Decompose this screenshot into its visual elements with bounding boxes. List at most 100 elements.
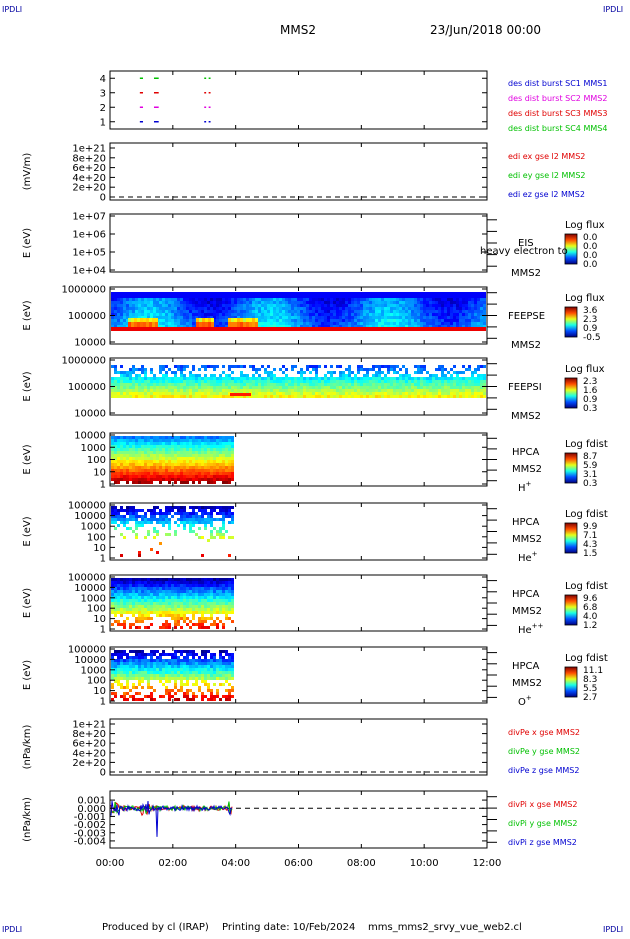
spectro-cell: [285, 395, 288, 398]
spectro-cell: [198, 466, 201, 469]
spectro-cell: [219, 665, 222, 668]
spectro-cell: [390, 301, 393, 304]
spectro-cell: [231, 439, 234, 442]
spectro-cell: [459, 377, 462, 380]
spectro-cell: [450, 298, 453, 301]
spectro-cell: [195, 310, 198, 313]
spectro-cell: [189, 653, 192, 656]
y-tick-label: 10000: [74, 511, 106, 522]
spectro-cell: [186, 581, 189, 584]
spectro-cell: [396, 298, 399, 301]
spectro-cell: [225, 386, 228, 389]
spectro-cell: [147, 662, 150, 665]
spectro-cell: [132, 605, 135, 608]
spectro-cell: [222, 677, 225, 680]
spectro-cell: [216, 395, 219, 398]
spectro-cell: [129, 527, 132, 530]
spectro-cell: [132, 602, 135, 605]
spectro-cell: [201, 593, 204, 596]
spectro-cell: [132, 593, 135, 596]
spectro-cell: [378, 371, 381, 374]
spectro-cell: [129, 478, 132, 481]
spectro-cell: [231, 581, 234, 584]
spectro-cell: [384, 383, 387, 386]
spectro-cell: [192, 395, 195, 398]
spectro-cell: [138, 584, 141, 587]
spectro-cell: [150, 386, 153, 389]
spectro-cell: [195, 377, 198, 380]
spectro-cell: [372, 389, 375, 392]
spectro-cell: [213, 665, 216, 668]
spectro-cell: [207, 301, 210, 304]
spectro-cell: [216, 605, 219, 608]
spectro-cell: [246, 310, 249, 313]
spectro-cell: [159, 322, 162, 325]
mms-summary-figure: IPDLI IPDLI IPDLI IPDLI MMS2 23/Jun/2018…: [0, 0, 630, 934]
spectro-cell: [255, 380, 258, 383]
spectro-cell: [348, 368, 351, 371]
spectro-cell: [156, 671, 159, 674]
spectro-cell: [291, 392, 294, 395]
spectro-cell: [423, 307, 426, 310]
spectro-cell: [123, 475, 126, 478]
colorbar-title: Log fdist: [565, 439, 608, 450]
spectro-cell: [207, 539, 210, 542]
spectro-cell: [150, 590, 153, 593]
spectro-cell: [477, 301, 480, 304]
spectro-cell: [201, 466, 204, 469]
spectro-cell: [147, 530, 150, 533]
spectro-cell: [402, 365, 405, 368]
spectro-cell: [480, 304, 483, 307]
spectro-cell: [168, 310, 171, 313]
spectro-cell: [168, 653, 171, 656]
spectro-cell: [390, 368, 393, 371]
spectro-cell: [210, 310, 213, 313]
spectro-cell: [222, 683, 225, 686]
spectro-cell: [135, 313, 138, 316]
spectro-cell: [231, 659, 234, 662]
spectro-cell: [258, 380, 261, 383]
spectro-cell: [315, 298, 318, 301]
spectro-cell: [342, 310, 345, 313]
spectro-cell: [120, 677, 123, 680]
spectro-cell: [477, 316, 480, 319]
spectro-cell: [183, 521, 186, 524]
spectro-cell: [231, 662, 234, 665]
spectro-cell: [135, 389, 138, 392]
spectro-cell: [132, 665, 135, 668]
spectro-cell: [117, 587, 120, 590]
spectro-cell: [159, 380, 162, 383]
spectro-cell: [120, 313, 123, 316]
spectro-cell: [177, 599, 180, 602]
spectro-cell: [132, 301, 135, 304]
spectro-cell: [216, 436, 219, 439]
spectro-cell: [230, 393, 233, 396]
spectro-cell: [207, 365, 210, 368]
spectro-cell: [435, 377, 438, 380]
spectro-cell: [192, 478, 195, 481]
spectro-cell: [390, 392, 393, 395]
spectro-cell: [186, 392, 189, 395]
spectro-cell: [204, 460, 207, 463]
spectro-cell: [195, 590, 198, 593]
spectro-cell: [441, 313, 444, 316]
spectro-cell: [144, 662, 147, 665]
y-tick-label: 100000: [68, 501, 106, 512]
spectro-cell: [123, 578, 126, 581]
spectro-cell: [189, 605, 192, 608]
spectro-cell: [426, 389, 429, 392]
spectro-cell: [363, 383, 366, 386]
spectro-cell: [111, 599, 114, 602]
spectro-cell: [138, 665, 141, 668]
spectro-cell: [204, 611, 207, 614]
spectro-cell: [171, 316, 174, 319]
spectro-cell: [399, 380, 402, 383]
spectro-cell: [201, 439, 204, 442]
spectro-cell: [177, 395, 180, 398]
spectro-cell: [348, 319, 351, 322]
spectro-cell: [237, 313, 240, 316]
spectro-cell: [156, 599, 159, 602]
spectro-cell: [414, 307, 417, 310]
spectro-cell: [186, 674, 189, 677]
spectro-cell: [171, 515, 174, 518]
